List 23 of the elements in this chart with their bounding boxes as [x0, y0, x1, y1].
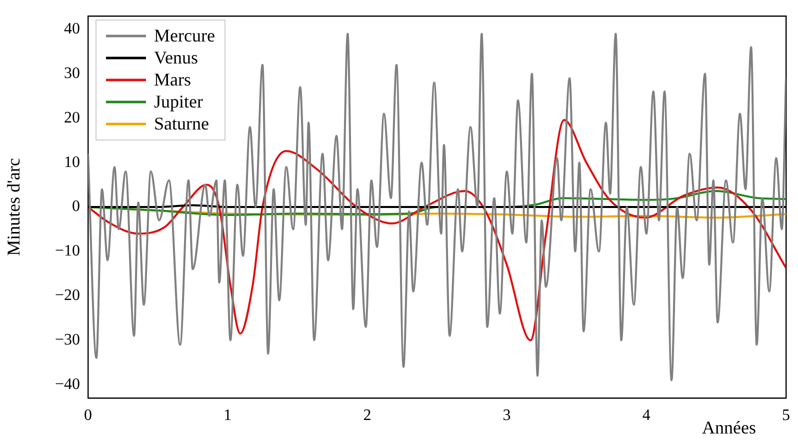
- line-series: [88, 118, 786, 342]
- x-tick-label: 4: [642, 406, 650, 424]
- y-tick-label: −10: [54, 242, 80, 260]
- x-tick-label: 1: [224, 406, 232, 424]
- legend-label: Saturne: [154, 114, 209, 134]
- x-tick-label: 2: [363, 406, 372, 424]
- y-tick-label: −30: [54, 331, 80, 348]
- y-tick-label: 30: [64, 64, 80, 82]
- y-tick-label: −20: [54, 287, 80, 304]
- x-tick-label: 5: [782, 406, 790, 424]
- legend-label: Mercure: [154, 26, 215, 46]
- legend-label: Jupiter: [154, 92, 203, 112]
- y-tick-label: −40: [54, 376, 80, 393]
- legend-label: Venus: [154, 48, 198, 68]
- x-tick-label: 3: [502, 406, 511, 424]
- y-tick-label: 10: [64, 154, 80, 171]
- y-tick-label: 20: [64, 109, 80, 126]
- x-axis-title: Années: [702, 418, 756, 438]
- y-tick-label: 0: [72, 198, 80, 216]
- legend-label: Mars: [154, 70, 191, 90]
- y-axis-title: Minutes d'arc: [4, 158, 24, 256]
- y-tick-label: 40: [64, 20, 80, 38]
- x-tick-label: 0: [84, 406, 92, 424]
